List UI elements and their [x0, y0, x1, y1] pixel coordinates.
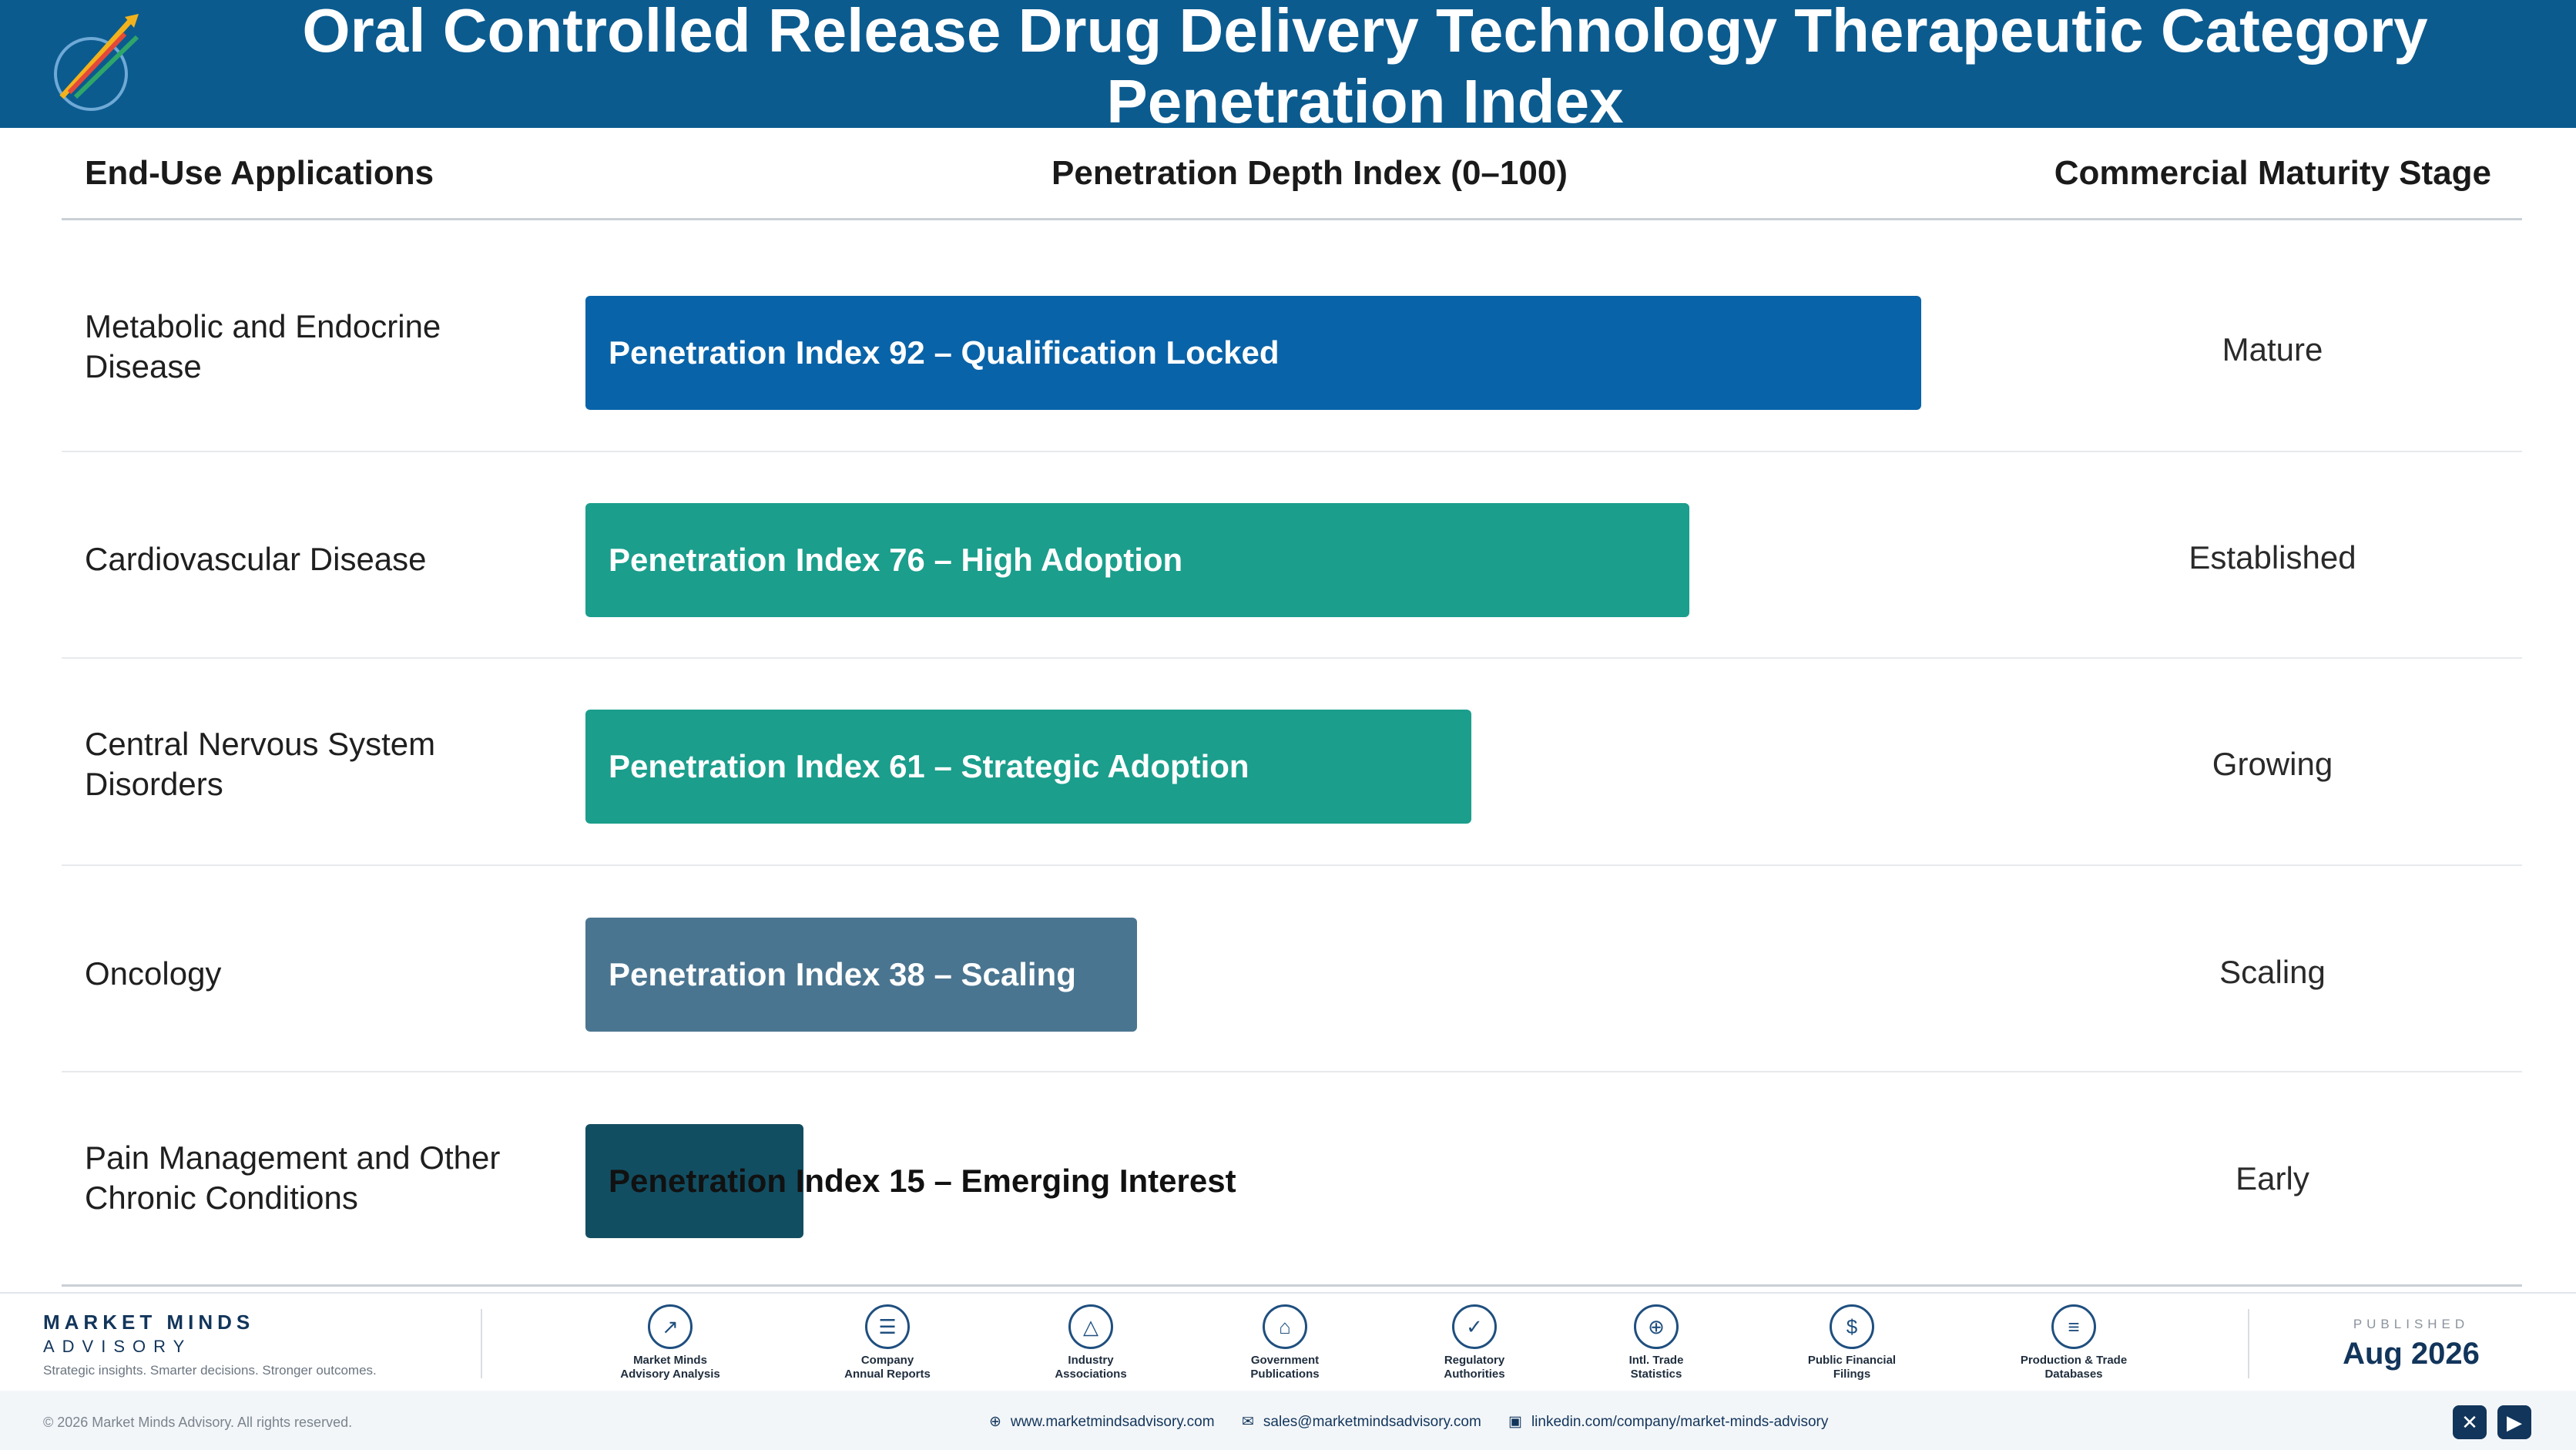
published-date: Aug 2026: [2343, 1337, 2480, 1371]
page-title: Oral Controlled Release Drug Delivery Te…: [302, 0, 2428, 136]
company-logo: [54, 14, 139, 111]
source-label: Company Annual Reports: [844, 1354, 931, 1381]
bar-label: Penetration Index 76 – High Adoption: [609, 542, 1183, 578]
category-label: Central Nervous System Disorders: [85, 726, 436, 802]
network-icon: △: [1068, 1304, 1113, 1349]
source-label: Government Publications: [1250, 1354, 1320, 1381]
table-bottom-divider: [62, 1284, 2522, 1287]
source-label: Intl. Trade Statistics: [1628, 1354, 1684, 1381]
linkedin-link[interactable]: ▣ linkedin.com/company/market-minds-advis…: [1508, 1413, 1828, 1431]
linkedin-text: linkedin.com/company/market-minds-adviso…: [1531, 1414, 1829, 1430]
footer-divider: [2248, 1309, 2249, 1378]
published-label: PUBLISHED: [2353, 1317, 2470, 1331]
footer-source-band: MARKET MINDS ADVISORY Strategic insights…: [0, 1292, 2576, 1391]
brand-subtitle: ADVISORY: [43, 1337, 193, 1356]
column-header-applications: End-Use Applications: [85, 154, 434, 192]
row-divider: [62, 451, 2522, 452]
stage-label: Early: [2236, 1160, 2309, 1197]
footer-divider: [481, 1309, 482, 1378]
stage-label: Scaling: [2219, 954, 2326, 990]
source-trade-statistics: ⊕ Intl. Trade Statistics: [1579, 1304, 1733, 1381]
x-social-icon[interactable]: ✕: [2453, 1405, 2487, 1439]
category-label: Oncology: [85, 955, 222, 992]
bar-cns: [585, 710, 1471, 824]
globe-icon: ⊕: [989, 1414, 1001, 1430]
category-label: Cardiovascular Disease: [85, 541, 427, 577]
stage-label: Established: [2189, 539, 2356, 576]
email-link[interactable]: ✉ sales@marketmindsadvisory.com: [1242, 1413, 1481, 1431]
source-label: Regulatory Authorities: [1444, 1354, 1505, 1381]
bar-cardiovascular: [585, 503, 1689, 617]
brand-name: MARKET MINDS: [43, 1311, 255, 1334]
brand-tagline: Strategic insights. Smarter decisions. S…: [43, 1363, 377, 1378]
bar-label: Penetration Index 38 – Scaling: [609, 956, 1076, 992]
source-production-databases: ≡ Production & Trade Databases: [1997, 1304, 2151, 1381]
source-label: Industry Associations: [1055, 1354, 1127, 1381]
column-header-penetration-depth: Penetration Depth Index (0–100): [1052, 154, 1568, 192]
bar-oncology: [585, 918, 1137, 1032]
column-header-maturity-stage: Commercial Maturity Stage: [2054, 154, 2491, 192]
building-icon: ⌂: [1263, 1304, 1307, 1349]
shield-icon: ✓: [1452, 1304, 1497, 1349]
trend-icon: ↗: [648, 1304, 693, 1349]
youtube-icon[interactable]: ▶: [2497, 1405, 2531, 1439]
title-banner: Oral Controlled Release Drug Delivery Te…: [0, 0, 2576, 136]
source-label: Public Financial Filings: [1807, 1354, 1897, 1381]
bar-pain-management: [585, 1124, 803, 1238]
database-icon: ≡: [2051, 1304, 2096, 1349]
row-divider: [62, 864, 2522, 866]
stage-label: Growing: [2212, 746, 2333, 782]
footer: MARKET MINDS ADVISORY Strategic insights…: [0, 1292, 2576, 1450]
source-regulatory-authorities: ✓ Regulatory Authorities: [1397, 1304, 1551, 1381]
category-label: Metabolic and Endocrine Disease: [85, 308, 441, 384]
source-financial-filings: $ Public Financial Filings: [1775, 1304, 1929, 1381]
source-advisory-analysis: ↗ Market Minds Advisory Analysis: [593, 1304, 747, 1381]
source-annual-reports: ☰ Company Annual Reports: [810, 1304, 964, 1381]
source-label: Market Minds Advisory Analysis: [620, 1354, 720, 1381]
mail-icon: ✉: [1242, 1414, 1254, 1430]
email-text: sales@marketmindsadvisory.com: [1263, 1414, 1481, 1430]
source-label: Production & Trade Databases: [2020, 1354, 2128, 1381]
bar-label: Penetration Index 15 – Emerging Interest: [609, 1163, 1236, 1199]
source-government-publications: ⌂ Government Publications: [1208, 1304, 1362, 1381]
linkedin-icon: ▣: [1508, 1414, 1522, 1430]
bar-label: Penetration Index 61 – Strategic Adoptio…: [609, 748, 1249, 784]
row-divider: [62, 1071, 2522, 1072]
header-divider: [62, 218, 2522, 220]
row-divider: [62, 657, 2522, 659]
coin-icon: $: [1830, 1304, 1874, 1349]
bar-metabolic: [585, 296, 1921, 410]
website-text: www.marketmindsadvisory.com: [1010, 1414, 1215, 1430]
stage-label: Mature: [2222, 331, 2323, 368]
source-industry-associations: △ Industry Associations: [1014, 1304, 1168, 1381]
category-label: Pain Management and Other Chronic Condit…: [85, 1140, 501, 1216]
website-link[interactable]: ⊕ www.marketmindsadvisory.com: [989, 1413, 1215, 1431]
globe-icon: ⊕: [1634, 1304, 1679, 1349]
document-icon: ☰: [865, 1304, 910, 1349]
copyright-text: © 2026 Market Minds Advisory. All rights…: [43, 1415, 353, 1430]
bar-label: Penetration Index 92 – Qualification Loc…: [609, 334, 1280, 371]
